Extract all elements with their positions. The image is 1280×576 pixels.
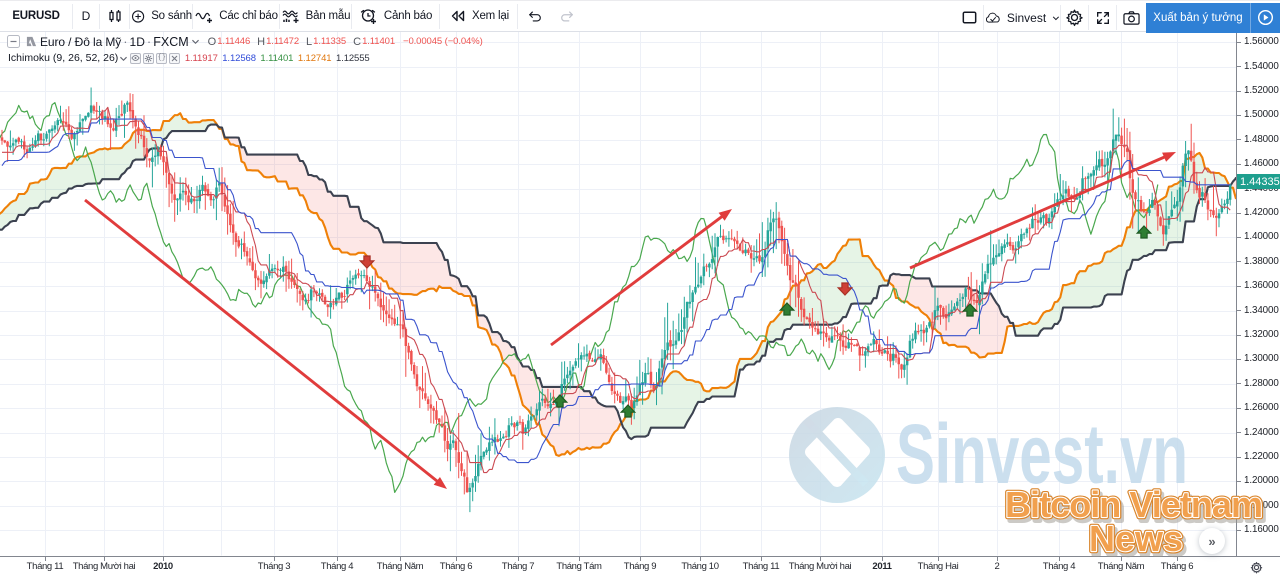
svg-text:Sinvest.vn: Sinvest.vn	[896, 407, 1188, 501]
